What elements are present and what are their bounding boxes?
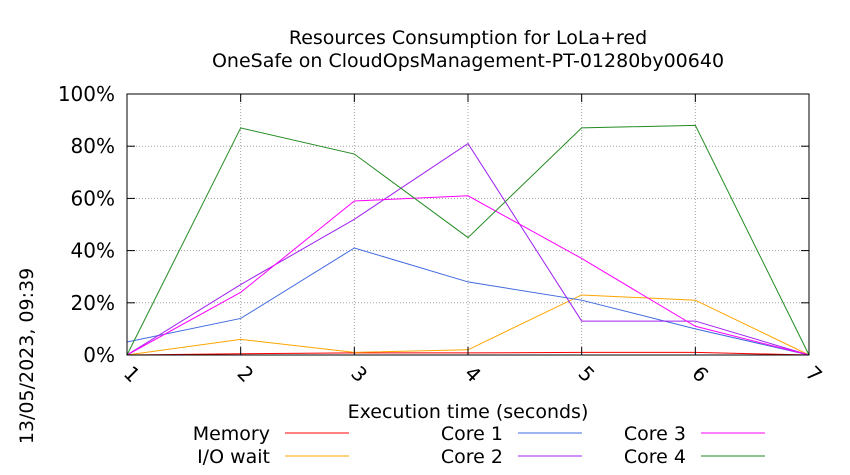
series-line-core-2 bbox=[126, 142, 810, 356]
x-tick-label: 3 bbox=[346, 361, 372, 387]
x-tick-label: 6 bbox=[687, 361, 713, 387]
x-axis-label: Execution time (seconds) bbox=[348, 401, 589, 423]
x-tick-label: 4 bbox=[460, 361, 486, 387]
legend-label-core-4: Core 4 bbox=[624, 446, 686, 468]
y-tick-label: 40% bbox=[71, 239, 115, 263]
y-tick-label: 100% bbox=[58, 82, 115, 106]
series-line-i-o-wait bbox=[126, 294, 810, 356]
series-line-core-4 bbox=[126, 124, 810, 356]
y-tick-label: 20% bbox=[71, 291, 115, 315]
timestamp-label: 13/05/2023, 09:39 bbox=[16, 268, 38, 444]
series-line-core-3 bbox=[126, 195, 810, 356]
y-tick-label: 80% bbox=[71, 134, 115, 158]
y-tick-label: 60% bbox=[71, 186, 115, 210]
legend-label-i-o-wait: I/O wait bbox=[197, 446, 270, 468]
legend-label-core-1: Core 1 bbox=[441, 423, 503, 445]
chart-title-line-1: Resources Consumption for LoLa+red bbox=[289, 27, 647, 49]
x-tick-label: 7 bbox=[801, 361, 827, 387]
legend-label-core-2: Core 2 bbox=[441, 446, 503, 468]
x-tick-label: 1 bbox=[119, 361, 145, 387]
series-line-core-1 bbox=[126, 247, 810, 356]
x-tick-label: 5 bbox=[574, 361, 600, 387]
grid-lines bbox=[127, 94, 809, 355]
x-tick-label: 2 bbox=[233, 361, 259, 387]
y-axis-ticks: 0% 20% 40% 60% 80% 100% bbox=[58, 82, 809, 367]
y-tick-label: 0% bbox=[83, 343, 115, 367]
legend-label-memory: Memory bbox=[193, 423, 270, 445]
legend-label-core-3: Core 3 bbox=[624, 423, 686, 445]
x-axis-ticks: 1 2 3 4 5 6 7 bbox=[119, 94, 827, 387]
chart-title-line-2: OneSafe on CloudOpsManagement-PT-01280by… bbox=[212, 50, 724, 72]
series-lines bbox=[126, 124, 810, 356]
